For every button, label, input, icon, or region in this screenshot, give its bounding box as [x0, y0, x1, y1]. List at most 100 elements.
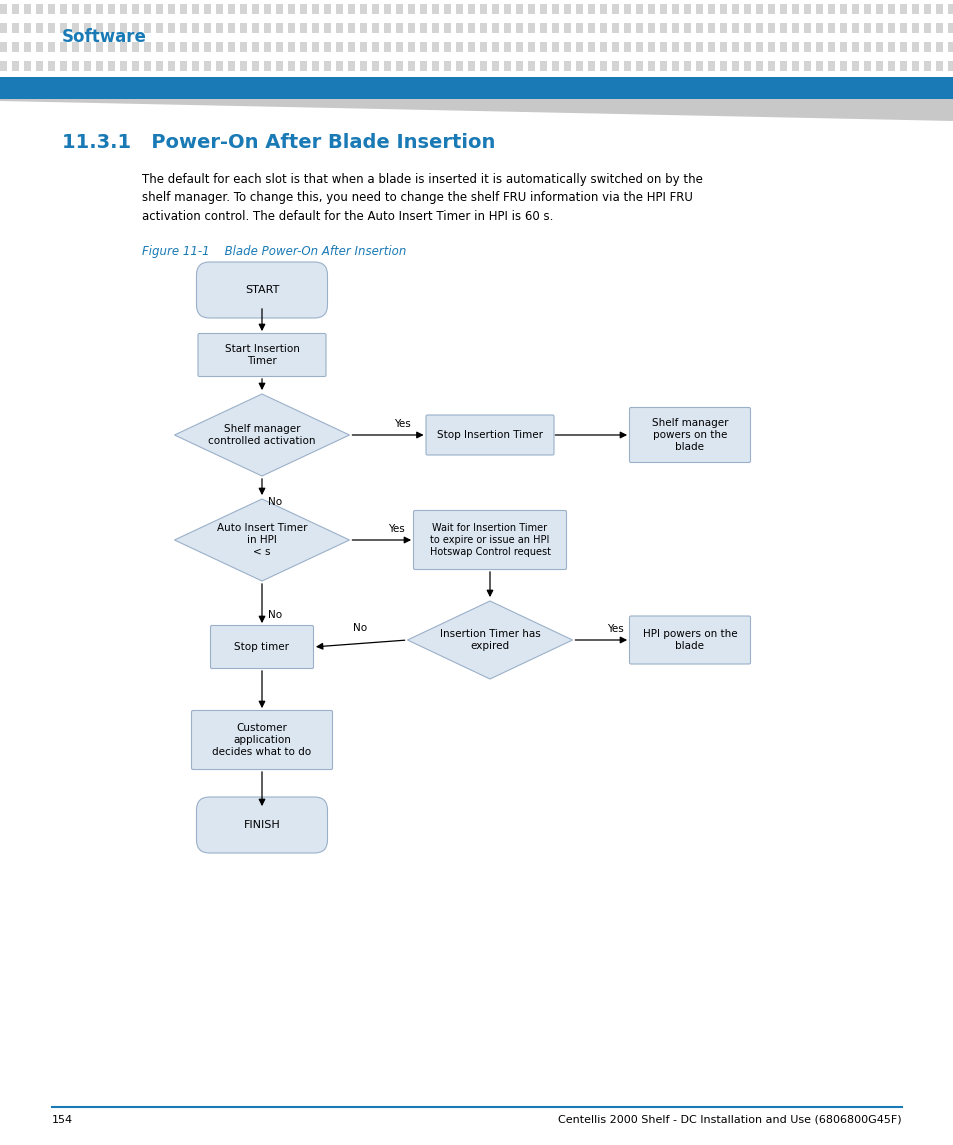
FancyBboxPatch shape [647, 24, 655, 33]
FancyBboxPatch shape [24, 5, 31, 14]
FancyBboxPatch shape [359, 5, 367, 14]
FancyBboxPatch shape [503, 62, 511, 71]
FancyBboxPatch shape [479, 42, 487, 52]
FancyBboxPatch shape [851, 5, 859, 14]
FancyBboxPatch shape [60, 42, 67, 52]
FancyBboxPatch shape [372, 24, 378, 33]
FancyBboxPatch shape [527, 5, 535, 14]
FancyBboxPatch shape [527, 62, 535, 71]
FancyBboxPatch shape [911, 24, 919, 33]
FancyBboxPatch shape [432, 42, 438, 52]
FancyBboxPatch shape [395, 62, 403, 71]
Text: No: No [268, 497, 282, 507]
FancyBboxPatch shape [0, 62, 8, 71]
FancyBboxPatch shape [359, 62, 367, 71]
FancyBboxPatch shape [312, 5, 319, 14]
FancyBboxPatch shape [96, 5, 103, 14]
FancyBboxPatch shape [71, 5, 79, 14]
FancyBboxPatch shape [108, 24, 115, 33]
FancyBboxPatch shape [419, 5, 427, 14]
FancyBboxPatch shape [599, 42, 606, 52]
FancyBboxPatch shape [899, 62, 906, 71]
FancyBboxPatch shape [456, 5, 463, 14]
FancyBboxPatch shape [827, 62, 834, 71]
FancyBboxPatch shape [443, 42, 451, 52]
FancyBboxPatch shape [419, 42, 427, 52]
FancyBboxPatch shape [647, 62, 655, 71]
FancyBboxPatch shape [492, 62, 498, 71]
FancyBboxPatch shape [552, 62, 558, 71]
FancyBboxPatch shape [96, 42, 103, 52]
FancyBboxPatch shape [599, 5, 606, 14]
FancyBboxPatch shape [299, 42, 307, 52]
FancyBboxPatch shape [767, 24, 775, 33]
FancyBboxPatch shape [96, 62, 103, 71]
FancyBboxPatch shape [408, 42, 415, 52]
FancyBboxPatch shape [198, 333, 326, 377]
FancyBboxPatch shape [215, 5, 223, 14]
FancyBboxPatch shape [743, 24, 750, 33]
FancyBboxPatch shape [204, 62, 211, 71]
FancyBboxPatch shape [587, 5, 595, 14]
FancyBboxPatch shape [204, 5, 211, 14]
FancyBboxPatch shape [168, 5, 175, 14]
FancyBboxPatch shape [696, 42, 702, 52]
FancyBboxPatch shape [192, 24, 199, 33]
FancyBboxPatch shape [299, 24, 307, 33]
FancyBboxPatch shape [180, 5, 187, 14]
FancyBboxPatch shape [264, 42, 271, 52]
FancyBboxPatch shape [48, 62, 55, 71]
FancyBboxPatch shape [228, 62, 235, 71]
FancyBboxPatch shape [372, 42, 378, 52]
FancyBboxPatch shape [299, 62, 307, 71]
FancyBboxPatch shape [791, 42, 799, 52]
FancyBboxPatch shape [671, 5, 679, 14]
FancyBboxPatch shape [324, 42, 331, 52]
FancyBboxPatch shape [755, 24, 762, 33]
FancyBboxPatch shape [204, 24, 211, 33]
FancyBboxPatch shape [587, 42, 595, 52]
Polygon shape [174, 499, 349, 581]
FancyBboxPatch shape [516, 5, 522, 14]
FancyBboxPatch shape [815, 42, 822, 52]
FancyBboxPatch shape [348, 62, 355, 71]
FancyBboxPatch shape [132, 62, 139, 71]
FancyBboxPatch shape [36, 5, 43, 14]
FancyBboxPatch shape [552, 5, 558, 14]
FancyBboxPatch shape [479, 24, 487, 33]
FancyBboxPatch shape [215, 62, 223, 71]
FancyBboxPatch shape [516, 42, 522, 52]
FancyBboxPatch shape [120, 5, 127, 14]
FancyBboxPatch shape [144, 62, 151, 71]
FancyBboxPatch shape [875, 62, 882, 71]
Text: Yes: Yes [607, 624, 623, 634]
FancyBboxPatch shape [180, 42, 187, 52]
FancyBboxPatch shape [612, 62, 618, 71]
FancyBboxPatch shape [707, 42, 715, 52]
FancyBboxPatch shape [707, 62, 715, 71]
FancyBboxPatch shape [767, 5, 775, 14]
FancyBboxPatch shape [144, 42, 151, 52]
FancyBboxPatch shape [827, 5, 834, 14]
FancyBboxPatch shape [707, 24, 715, 33]
FancyBboxPatch shape [264, 5, 271, 14]
FancyBboxPatch shape [384, 62, 391, 71]
FancyBboxPatch shape [312, 24, 319, 33]
FancyBboxPatch shape [180, 62, 187, 71]
FancyBboxPatch shape [707, 5, 715, 14]
FancyBboxPatch shape [899, 24, 906, 33]
Text: No: No [353, 623, 366, 633]
FancyBboxPatch shape [563, 24, 571, 33]
FancyBboxPatch shape [71, 24, 79, 33]
FancyBboxPatch shape [815, 62, 822, 71]
FancyBboxPatch shape [563, 62, 571, 71]
FancyBboxPatch shape [156, 24, 163, 33]
FancyBboxPatch shape [204, 42, 211, 52]
FancyBboxPatch shape [348, 42, 355, 52]
FancyBboxPatch shape [899, 5, 906, 14]
FancyBboxPatch shape [755, 62, 762, 71]
FancyBboxPatch shape [84, 5, 91, 14]
FancyBboxPatch shape [599, 62, 606, 71]
FancyBboxPatch shape [275, 62, 283, 71]
FancyBboxPatch shape [384, 42, 391, 52]
